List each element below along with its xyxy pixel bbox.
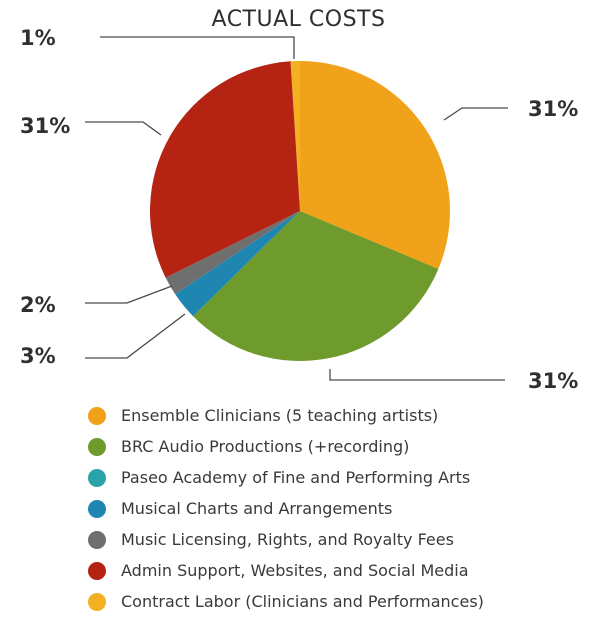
pie-slice: [150, 61, 300, 278]
legend-swatch: [88, 437, 106, 456]
legend-item: Musical Charts and Arrangements: [88, 493, 588, 524]
data-labels: 31% 31% 3% 2% 31% 1%: [20, 26, 578, 393]
legend-label: Ensemble Clinicians (5 teaching artists): [121, 406, 439, 425]
chart-title: ACTUAL COSTS: [211, 7, 386, 32]
legend-swatch: [88, 499, 106, 518]
leader-line: [100, 36, 295, 59]
pie-slice: [193, 211, 439, 361]
leader-line: [85, 121, 162, 136]
legend: Ensemble Clinicians (5 teaching artists)…: [88, 400, 588, 617]
data-label: 1%: [20, 26, 56, 50]
legend-swatch: [88, 530, 106, 549]
legend-label: Admin Support, Websites, and Social Medi…: [121, 561, 469, 580]
data-label: 2%: [20, 293, 56, 317]
pie-slice: [165, 211, 300, 295]
leader-line: [329, 369, 505, 381]
leader-line: [85, 313, 186, 359]
pie-slices: [150, 61, 450, 361]
legend-swatch: [88, 468, 106, 487]
legend-item: BRC Audio Productions (+recording): [88, 431, 588, 462]
data-label: 3%: [20, 344, 56, 368]
leader-line: [443, 107, 508, 121]
pie-slice: [175, 211, 300, 317]
pie-svg: 31% 31% 3% 2% 31% 1%: [20, 26, 578, 393]
pie-slice: [290, 61, 300, 211]
pie-chart: ACTUAL COSTS 31% 31% 3% 2% 31% 1% Ensemble Cl…: [20, 7, 578, 611]
legend-swatch: [88, 406, 106, 425]
legend-label: Music Licensing, Rights, and Royalty Fee…: [121, 530, 454, 549]
legend-item: Contract Labor (Clinicians and Performan…: [88, 586, 588, 617]
legend-item: Music Licensing, Rights, and Royalty Fee…: [88, 524, 588, 555]
legend-swatch: [88, 592, 106, 611]
legend-label: Musical Charts and Arrangements: [121, 499, 393, 518]
data-label: 31%: [528, 369, 578, 393]
leader-lines: [85, 36, 508, 381]
data-label: 31%: [20, 114, 70, 138]
legend-label: Paseo Academy of Fine and Performing Art…: [121, 468, 471, 487]
legend-item: Ensemble Clinicians (5 teaching artists): [88, 400, 588, 431]
legend-swatch: [88, 561, 106, 580]
legend-label: Contract Labor (Clinicians and Performan…: [121, 592, 484, 611]
legend-item: Admin Support, Websites, and Social Medi…: [88, 555, 588, 586]
pie-slice: [300, 61, 450, 269]
legend-label: BRC Audio Productions (+recording): [121, 437, 410, 456]
data-label: 31%: [528, 97, 578, 121]
leader-line: [85, 285, 173, 304]
legend-item: Paseo Academy of Fine and Performing Art…: [88, 462, 588, 493]
